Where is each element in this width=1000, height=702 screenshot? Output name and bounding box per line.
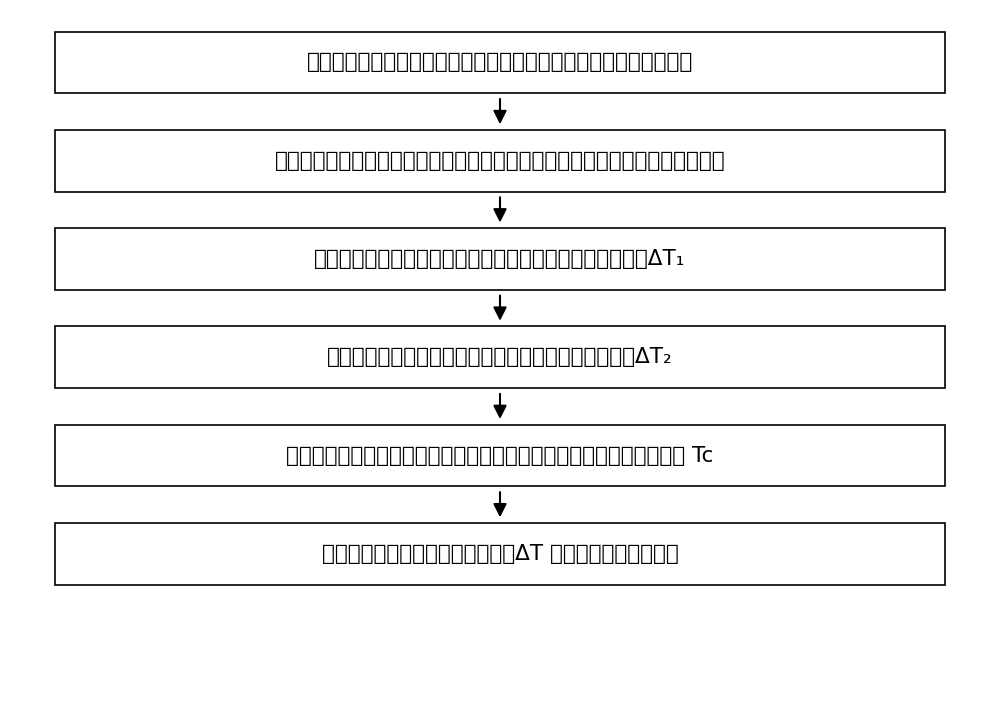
Bar <box>55 523 945 585</box>
Bar <box>55 32 945 93</box>
Bar <box>55 326 945 388</box>
Text: 根据工业分析结果和燃煤发热量获得原煤在电站锅炉内的理论燃烧温度 Tc: 根据工业分析结果和燃煤发热量获得原煤在电站锅炉内的理论燃烧温度 Tc <box>286 446 714 465</box>
Bar <box>55 228 945 290</box>
Text: 根据工业分析和热分解实验结果计算基本稳定燃烧温度余量ΔT₁: 根据工业分析和热分解实验结果计算基本稳定燃烧温度余量ΔT₁ <box>314 249 686 269</box>
Text: 根据锅炉蔭发量和结构参数计算修正稳定燃烧温度余量ΔT₂: 根据锅炉蔭发量和结构参数计算修正稳定燃烧温度余量ΔT₂ <box>327 347 673 367</box>
Text: 根据计算得到的稳定燃烧温度余量ΔT 判断火焰燃烧是否稳定: 根据计算得到的稳定燃烧温度余量ΔT 判断火焰燃烧是否稳定 <box>322 544 678 564</box>
Text: 对入炉煤进行加工、缩分、干燥、制样，获得水分、细度合格的小样: 对入炉煤进行加工、缩分、干燥、制样，获得水分、细度合格的小样 <box>307 53 693 72</box>
Bar <box>55 425 945 486</box>
Bar <box>55 130 945 192</box>
Text: 按照入炉煤获得代表性煤样，进行工业分析和热分解实验，获得煤质特性特征值: 按照入炉煤获得代表性煤样，进行工业分析和热分解实验，获得煤质特性特征值 <box>275 151 725 171</box>
